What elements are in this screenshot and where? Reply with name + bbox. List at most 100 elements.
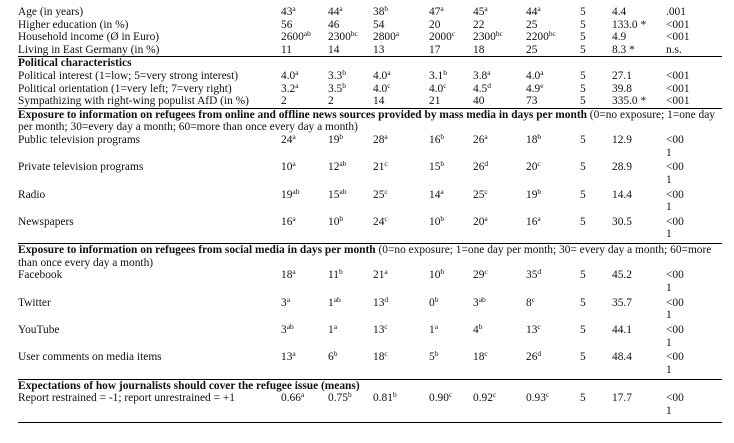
cell-group-5: 2300bc bbox=[473, 29, 503, 44]
significance-superscript: b bbox=[440, 267, 445, 277]
cell-group-2: 11b bbox=[328, 267, 343, 282]
cell-group-1: 3ab bbox=[281, 321, 294, 336]
cell-group-6: 13c bbox=[526, 321, 541, 336]
significance-superscript: b bbox=[434, 294, 439, 304]
results-table: Age (in years) 43a 44a 38b 47a 45a 44a 5 4.4 .001… bbox=[18, 4, 722, 424]
section-title-text: Exposure to information on refugees from… bbox=[18, 244, 376, 257]
table-row: Private television programs 10a 12ab 21c 15b… bbox=[18, 159, 722, 188]
cell-group-5: 4b bbox=[473, 321, 483, 336]
cell-group-3: 4.0c bbox=[373, 80, 391, 95]
p-value-text: <001 bbox=[666, 161, 684, 186]
table-row: Twitter 3a 1ab 13d 0b 3ab 8c 5 35.7 <001 bbox=[18, 294, 722, 324]
cell-p-value: <001 bbox=[666, 297, 722, 324]
cell-group-1: 2 bbox=[281, 95, 287, 108]
cell-group-6: 25 bbox=[526, 43, 538, 56]
cell-p-value: <001 bbox=[666, 31, 690, 44]
section-title: Political characteristics bbox=[18, 56, 722, 70]
cell-group-6: 73 bbox=[526, 95, 538, 108]
cell-group-5: 29c bbox=[473, 267, 488, 282]
cell-p-value: <001 bbox=[666, 95, 690, 108]
cell-df: 5 bbox=[580, 392, 612, 424]
cell-group-2: 3.3b bbox=[328, 67, 346, 82]
cell-df: 5 bbox=[580, 188, 586, 201]
cell-group-2: 12ab bbox=[328, 159, 347, 174]
cell-df: 5 bbox=[580, 18, 586, 31]
row-label: User comments on media items bbox=[18, 351, 162, 364]
table-row: Report restrained = -1; report unrestrai… bbox=[18, 390, 722, 424]
cell-group-2: 44a bbox=[328, 4, 343, 18]
significance-superscript: a bbox=[292, 131, 296, 141]
cell-df: 5 bbox=[580, 69, 586, 82]
cell-group-5: 4.5d bbox=[473, 80, 491, 95]
table-row: Higher education (in %) 56 46 54 20 22 25 5 133.… bbox=[18, 19, 722, 32]
significance-superscript: a bbox=[395, 29, 400, 39]
cell-df: 5 bbox=[580, 296, 586, 309]
significance-superscript: ab bbox=[339, 186, 347, 196]
cell-group-5: 3.8a bbox=[473, 67, 491, 82]
significance-superscript: bc bbox=[350, 29, 358, 39]
section-header-expectations: Expectations of how journalists should c… bbox=[18, 378, 722, 393]
significance-superscript: c bbox=[492, 390, 497, 400]
table-row: Sympathizing with right-wing populist Af… bbox=[18, 95, 722, 108]
significance-superscript: a bbox=[484, 213, 488, 223]
cell-group-4: 14a bbox=[429, 186, 444, 201]
cell-df: 5 bbox=[580, 6, 586, 18]
row-label: Radio bbox=[18, 188, 46, 201]
cell-group-6: 20c bbox=[526, 159, 541, 174]
significance-superscript: c bbox=[384, 186, 388, 196]
cell-group-4: 3.1b bbox=[429, 67, 447, 82]
cell-group-6: 25 bbox=[526, 18, 538, 31]
cell-df: 5 bbox=[580, 161, 586, 174]
cell-group-5: 3ab bbox=[473, 294, 486, 309]
cell-group-2: 1ab bbox=[328, 294, 341, 309]
table-row: Household income (Ø in Euro) 2600ab 2300bc… bbox=[18, 29, 722, 44]
cell-p-value: <001 bbox=[666, 82, 690, 95]
cell-group-4: 47a bbox=[429, 4, 444, 18]
cell-group-5: 22 bbox=[473, 18, 485, 31]
cell-df: 5 bbox=[580, 269, 586, 282]
cell-group-3: 28a bbox=[373, 131, 388, 146]
cell-group-6: 16a bbox=[526, 213, 541, 228]
significance-superscript: a bbox=[384, 267, 388, 277]
cell-group-2: 15ab bbox=[328, 186, 347, 201]
significance-superscript: a bbox=[434, 321, 439, 331]
section-header-mass-media: Exposure to information on refugees from… bbox=[18, 107, 722, 134]
cell-group-2: 0.75b bbox=[328, 391, 373, 424]
cell-group-4: 4.0c bbox=[429, 80, 447, 95]
cell-group-2: 1a bbox=[328, 321, 338, 336]
significance-superscript: d bbox=[537, 349, 542, 359]
cell-group-5: 40 bbox=[473, 95, 485, 108]
cell-group-4: 5b bbox=[429, 349, 439, 364]
cell-group-6: 8c bbox=[526, 294, 536, 309]
section-title: Exposure to information on refugees from… bbox=[18, 107, 722, 134]
significance-superscript: b bbox=[339, 213, 344, 223]
cell-p-value: <001 bbox=[666, 269, 722, 296]
row-label: Facebook bbox=[18, 269, 63, 282]
significance-superscript: b bbox=[342, 67, 346, 77]
cell-p-value: <001 bbox=[666, 216, 722, 244]
significance-superscript: b bbox=[478, 321, 483, 331]
cell-statistic: 8.3 * bbox=[612, 43, 635, 56]
section-note: (0=no exposure; 1=one day per month; 30=… bbox=[18, 108, 715, 134]
cell-group-1: 43a bbox=[281, 4, 296, 18]
significance-superscript: b bbox=[440, 131, 445, 141]
cell-group-5: 45a bbox=[473, 4, 488, 18]
significance-superscript: c bbox=[484, 267, 488, 277]
significance-superscript: d bbox=[487, 80, 491, 90]
significance-superscript: d bbox=[484, 159, 489, 169]
table-row: User comments on media items 13a 6b 18c 5b 18… bbox=[18, 349, 722, 379]
cell-group-1: 19ab bbox=[281, 186, 300, 201]
significance-superscript: a bbox=[484, 4, 488, 13]
cell-group-4: 2000c bbox=[429, 29, 456, 44]
significance-superscript: b bbox=[443, 67, 447, 77]
significance-superscript: c bbox=[384, 349, 388, 359]
cell-group-3: 25c bbox=[373, 186, 388, 201]
significance-superscript: c bbox=[384, 213, 388, 223]
row-label: YouTube bbox=[18, 323, 60, 336]
cell-group-2: 2 bbox=[328, 95, 334, 108]
cell-group-6: 44a bbox=[526, 4, 541, 18]
cell-group-3: 54 bbox=[373, 18, 385, 31]
cell-group-1: 18a bbox=[281, 267, 296, 282]
section-title-text: Expectations of how journalists should c… bbox=[18, 379, 360, 392]
significance-superscript: ab bbox=[478, 294, 486, 304]
